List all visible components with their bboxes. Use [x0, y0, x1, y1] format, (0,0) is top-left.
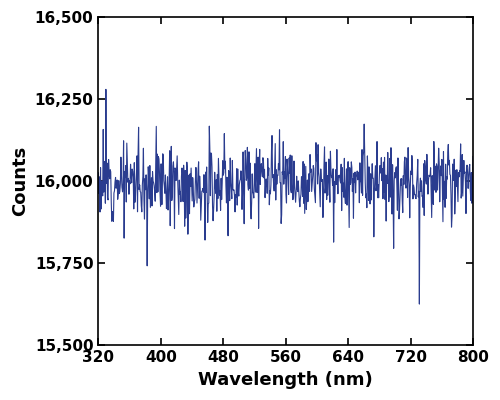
Y-axis label: Counts: Counts [11, 146, 29, 216]
X-axis label: Wavelength (nm): Wavelength (nm) [198, 371, 373, 389]
